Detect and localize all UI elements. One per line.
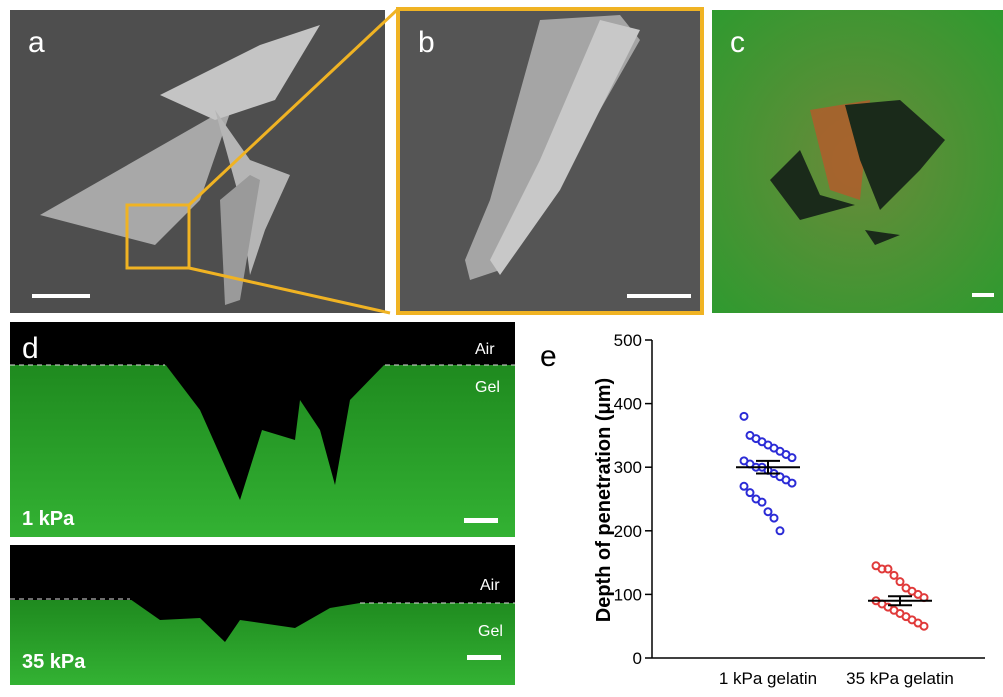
stiffness-label: 1 kPa	[22, 508, 75, 530]
panel-label: e	[540, 340, 557, 373]
data-point	[741, 483, 748, 490]
panel-label: a	[28, 26, 45, 59]
y-tick-label: 100	[614, 585, 642, 604]
scale-bar	[32, 294, 90, 298]
y-tick-label: 400	[614, 395, 642, 414]
y-tick-label: 500	[614, 331, 642, 350]
panel-b: b	[398, 9, 702, 313]
data-point	[789, 480, 796, 487]
panel-c: c	[712, 10, 1003, 313]
data-point	[759, 499, 766, 506]
data-point	[765, 508, 772, 515]
panel-label: d	[22, 332, 39, 365]
y-tick-label: 300	[614, 458, 642, 477]
y-tick-label: 200	[614, 522, 642, 541]
air-label: Air	[480, 577, 500, 594]
x-tick-label: 35 kPa gelatin	[846, 669, 954, 688]
panel-a: a	[10, 10, 397, 313]
stiffness-label: 35 kPa	[22, 651, 86, 673]
data-point	[747, 489, 754, 496]
gel-label: Gel	[475, 379, 500, 396]
scale-bar	[972, 293, 994, 297]
scale-bar	[464, 518, 498, 523]
air-label: Air	[475, 341, 495, 358]
gel-label: Gel	[478, 623, 503, 640]
y-axis-label: Depth of penetration (μm)	[593, 378, 615, 622]
data-point	[741, 413, 748, 420]
data-point	[777, 527, 784, 534]
data-point	[771, 515, 778, 522]
data-point	[921, 623, 928, 630]
figure: a b c d Air Gel 1 kPa Air	[0, 0, 1003, 692]
y-tick-label: 0	[633, 649, 642, 668]
scale-bar	[467, 655, 501, 660]
panel-label: b	[418, 26, 435, 59]
panel-d-top: d Air Gel 1 kPa	[10, 322, 515, 537]
scale-bar	[627, 294, 691, 298]
data-point	[891, 572, 898, 579]
panel-label: c	[730, 26, 745, 59]
data-point	[897, 578, 904, 585]
data-point	[789, 454, 796, 461]
panel-d-bottom: Air Gel 35 kPa	[10, 545, 515, 685]
x-tick-label: 1 kPa gelatin	[719, 669, 817, 688]
